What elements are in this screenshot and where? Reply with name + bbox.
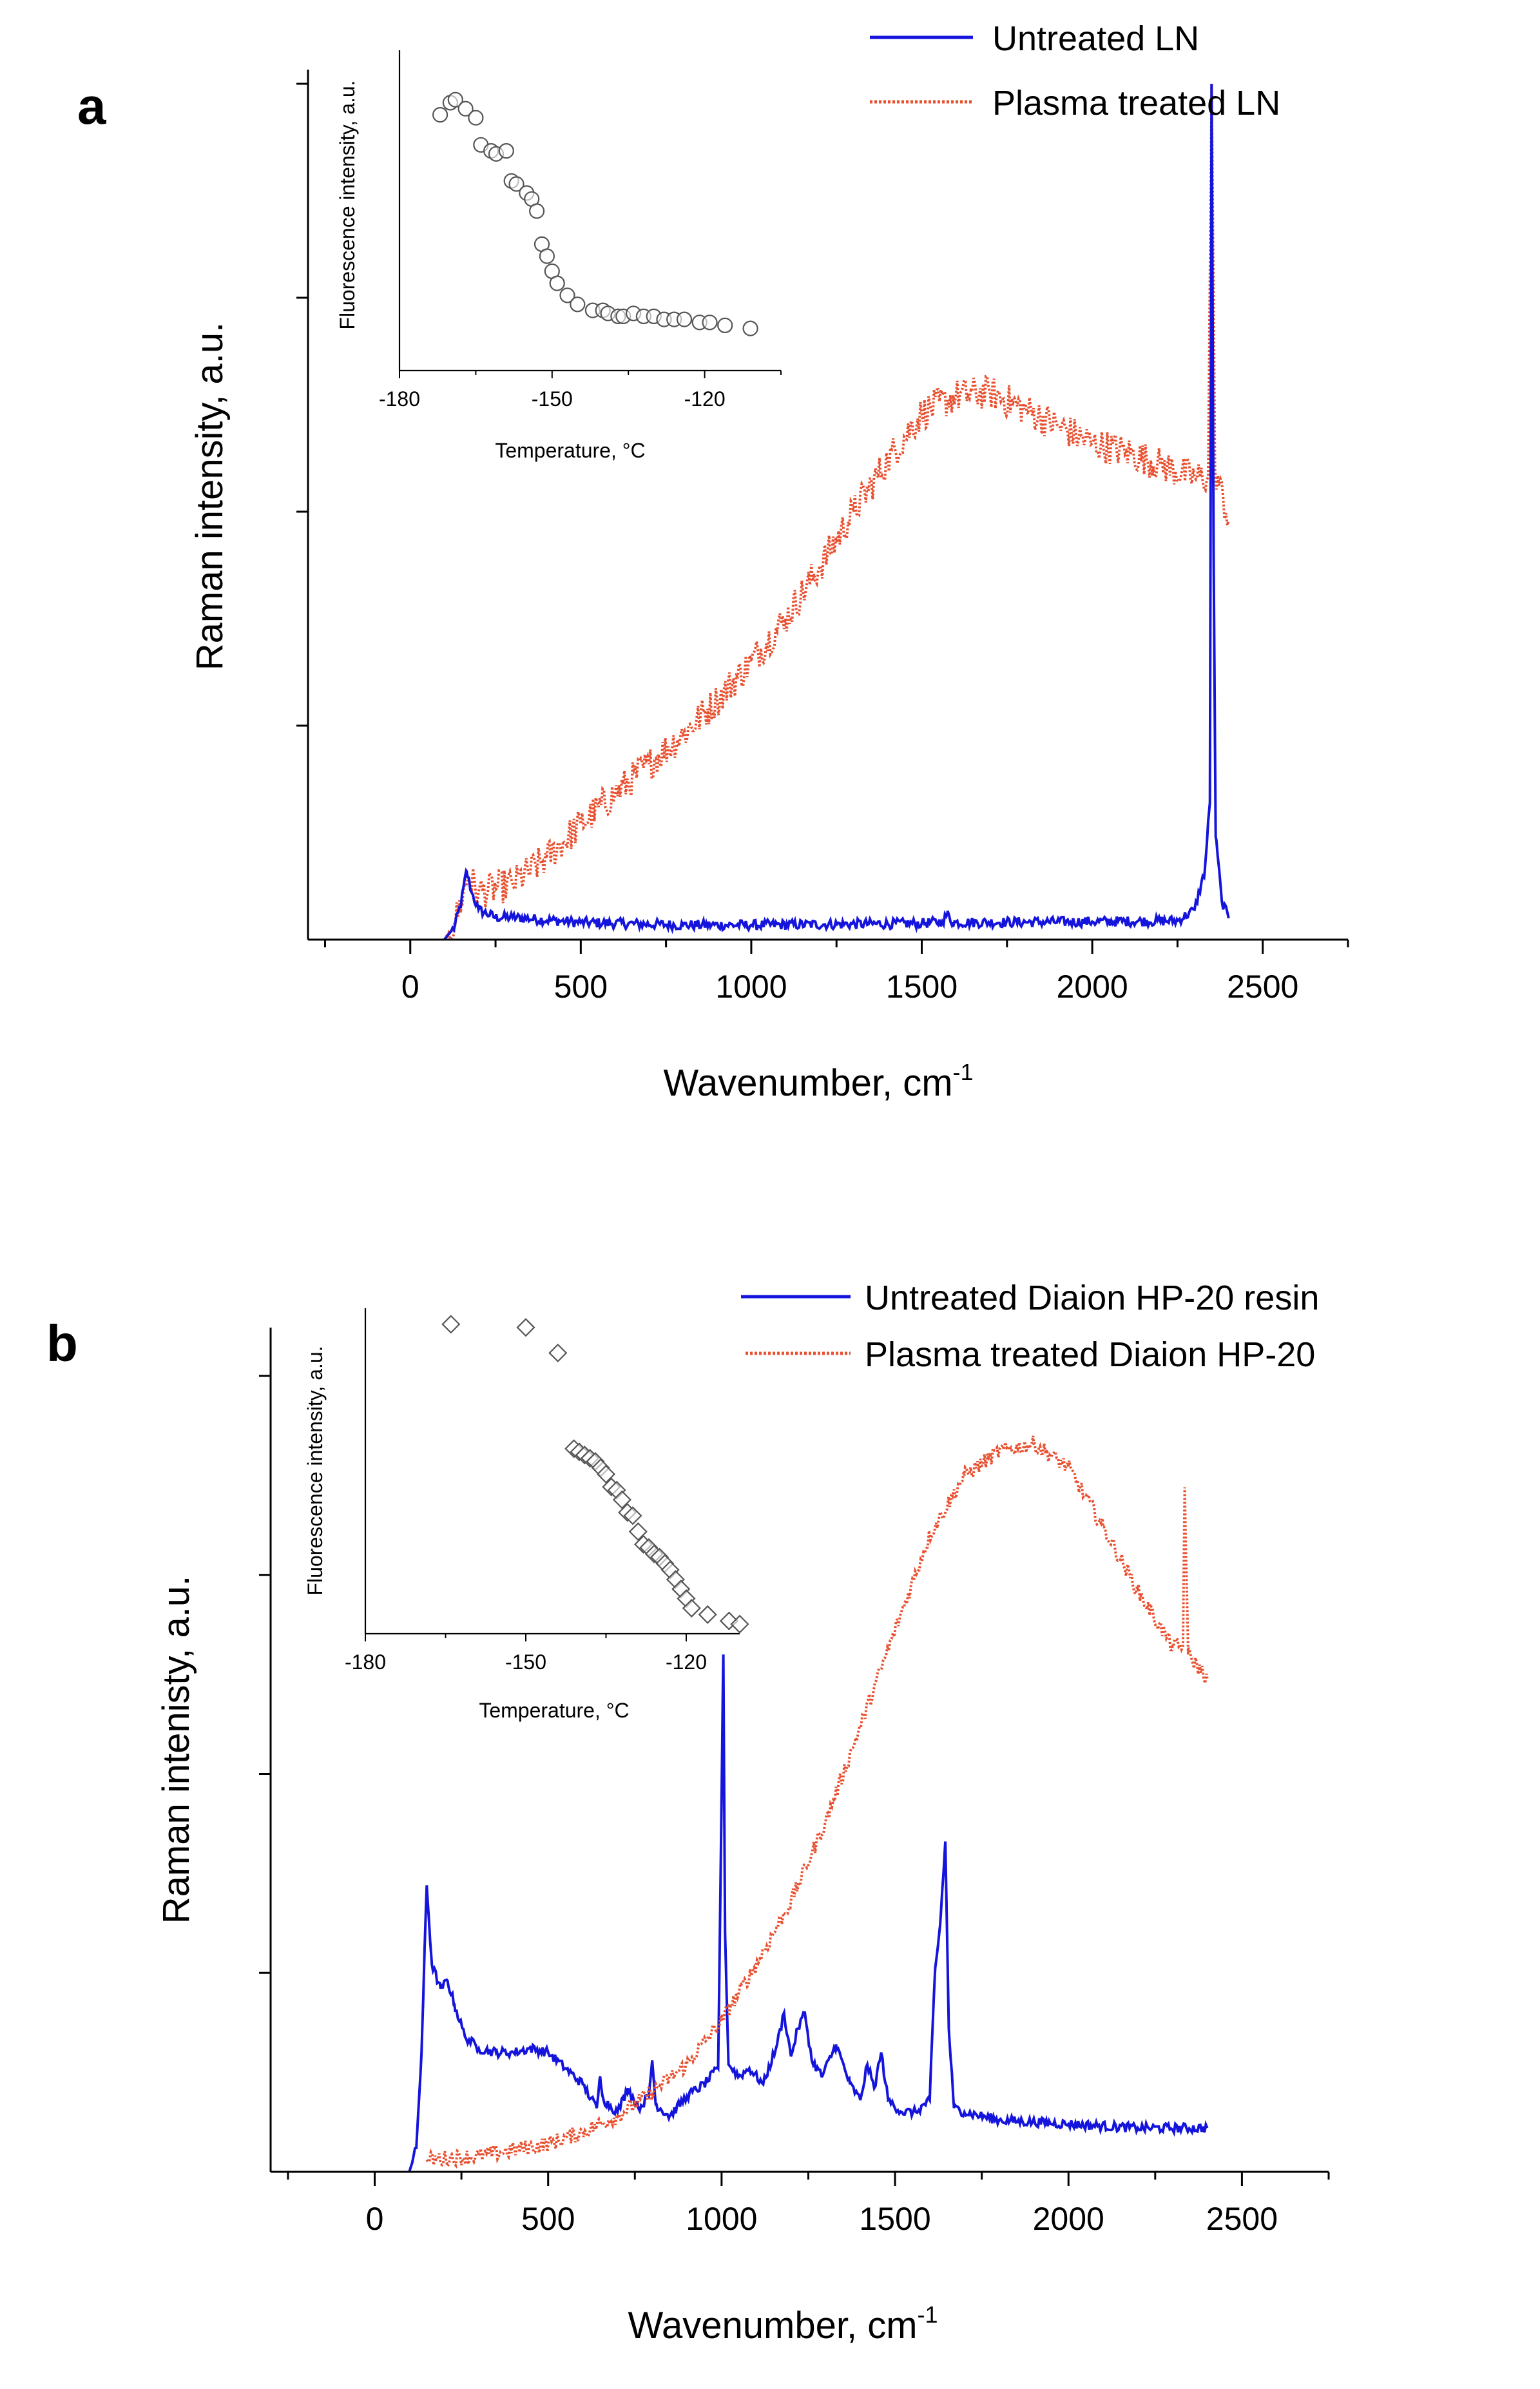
panel-a-label: a (77, 77, 106, 135)
inset-x-tick-label: -150 (505, 1650, 546, 1674)
inset-point (596, 1464, 616, 1484)
panel-b-legend: Untreated Diaion HP-20 resin Plasma trea… (741, 1279, 1319, 1374)
inset-point (676, 311, 693, 327)
panel-b-y-axis-title: Raman intenisty, a.u. (155, 1576, 197, 1924)
inset-point (702, 314, 718, 331)
inset-point (559, 287, 575, 304)
panel-a-inset-points (432, 92, 758, 336)
panel-b-label: b (46, 1315, 78, 1372)
inset-point (698, 1605, 717, 1624)
panel-b-legend-label-untreated: Untreated Diaion HP-20 resin (865, 1279, 1319, 1317)
x-tick-label: 1500 (886, 969, 958, 1005)
inset-point (623, 1506, 642, 1525)
panel-a-inset-x-axis-title-main: Temperature, (495, 439, 622, 462)
inset-x-tick-label: -180 (345, 1650, 386, 1674)
panel-a-legend-label-untreated: Untreated LN (992, 19, 1199, 58)
x-tick-label: 2000 (1033, 2201, 1104, 2237)
x-tick-label: 2000 (1056, 969, 1128, 1005)
x-tick-label: 2500 (1227, 969, 1298, 1005)
inset-point (548, 1343, 568, 1362)
panel-b-inset-y-axis-title: Fluorescence intensity, a.u. (303, 1346, 327, 1595)
inset-point (628, 1522, 648, 1542)
x-tick-label: 2500 (1206, 2201, 1278, 2237)
inset-point (508, 176, 525, 192)
inset-point (742, 320, 758, 336)
panel-a-x-ticks: 0 500 1000 1500 2000 2500 (323, 940, 1349, 1005)
x-tick-label: 1000 (686, 2201, 757, 2237)
inset-point (432, 107, 448, 123)
inset-point (730, 1614, 749, 1634)
panel-b-x-ticks: 0 500 1000 1500 2000 2500 (287, 2172, 1330, 2237)
panel-b-x-axis-title-sup: -1 (918, 2301, 938, 2328)
inset-point (498, 143, 514, 159)
x-tick-label: 1500 (859, 2201, 930, 2237)
inset-point (612, 1490, 631, 1509)
panel-b-inset: -180 -150 -120 Temperature, °C Fluorescenc… (303, 1308, 749, 1722)
panel-b-inset-x-axis-title-unit: °C (606, 1699, 630, 1722)
panel-a-inset-x-axis-title: Temperature, °C (495, 439, 645, 462)
inset-point (549, 275, 565, 291)
panel-b-x-axis-title: Wavenumber, cm-1 (628, 2301, 938, 2346)
panel-b-inset-x-ticks: -180 -150 -120 (345, 1634, 707, 1674)
panel-b-x-axis-title-main: Wavenumber, cm (628, 2305, 917, 2346)
panel-a-inset-y-axis-title: Fluorescence intensity, a.u. (336, 80, 359, 329)
x-tick-label: 0 (401, 969, 419, 1005)
x-tick-label: 1000 (715, 969, 787, 1005)
inset-x-tick-label: -120 (666, 1650, 707, 1674)
panel-b-inset-points (441, 1315, 749, 1634)
panel-a: a 0 500 1000 1500 2000 2500 Wavenumber, cm-1 … (77, 19, 1349, 1104)
panel-b: b 0 500 1000 1500 2000 2500 Wavenumber, cm-1 … (46, 1279, 1330, 2346)
panel-b-series (408, 1435, 1209, 2172)
panel-a-x-axis-title-sup: -1 (953, 1059, 974, 1085)
panel-b-series-untreated-diaion (408, 1654, 1209, 2172)
inset-point (539, 248, 555, 264)
panel-a-y-ticks (296, 82, 308, 727)
panel-a-x-axis-title: Wavenumber, cm-1 (663, 1059, 973, 1104)
inset-point (516, 1318, 535, 1337)
panel-a-x-axis-title-main: Wavenumber, cm (663, 1062, 952, 1104)
inset-point (441, 1315, 461, 1334)
panel-a-series-untreated-ln (443, 83, 1230, 941)
panel-a-y-axis-title: Raman intensity, a.u. (189, 322, 231, 671)
x-tick-label: 0 (366, 2201, 384, 2237)
x-tick-label: 500 (554, 969, 608, 1005)
inset-point (447, 92, 463, 108)
inset-point (528, 203, 545, 219)
panel-a-legend-label-plasma: Plasma treated LN (992, 84, 1280, 122)
panel-a-series (443, 83, 1230, 942)
panel-a-inset: -180 -150 -120 Temperature, °C Fluorescenc… (336, 50, 782, 462)
panel-b-y-ticks (259, 1375, 271, 1974)
inset-x-tick-label: -180 (379, 387, 420, 411)
inset-point (457, 101, 474, 117)
panel-b-inset-x-axis-title: Temperature, °C (479, 1699, 629, 1722)
panel-a-legend: Untreated LN Plasma treated LN (870, 19, 1280, 122)
inset-x-tick-label: -120 (684, 387, 726, 411)
panel-b-legend-label-plasma: Plasma treated Diaion HP-20 (865, 1335, 1315, 1374)
panel-b-inset-x-axis-title-main: Temperature, (479, 1699, 606, 1722)
inset-point (468, 110, 484, 126)
panel-a-inset-x-ticks: -180 -150 -120 (379, 371, 782, 411)
panel-b-series-plasma-treated-diaion (425, 1435, 1209, 2169)
inset-point (682, 1598, 701, 1618)
inset-point (717, 317, 733, 333)
inset-x-tick-label: -150 (532, 387, 573, 411)
x-tick-label: 500 (521, 2201, 575, 2237)
panel-a-inset-x-axis-title-unit: °C (622, 439, 646, 462)
panel-a-series-plasma-treated-ln (443, 83, 1230, 942)
inset-point (570, 296, 586, 313)
